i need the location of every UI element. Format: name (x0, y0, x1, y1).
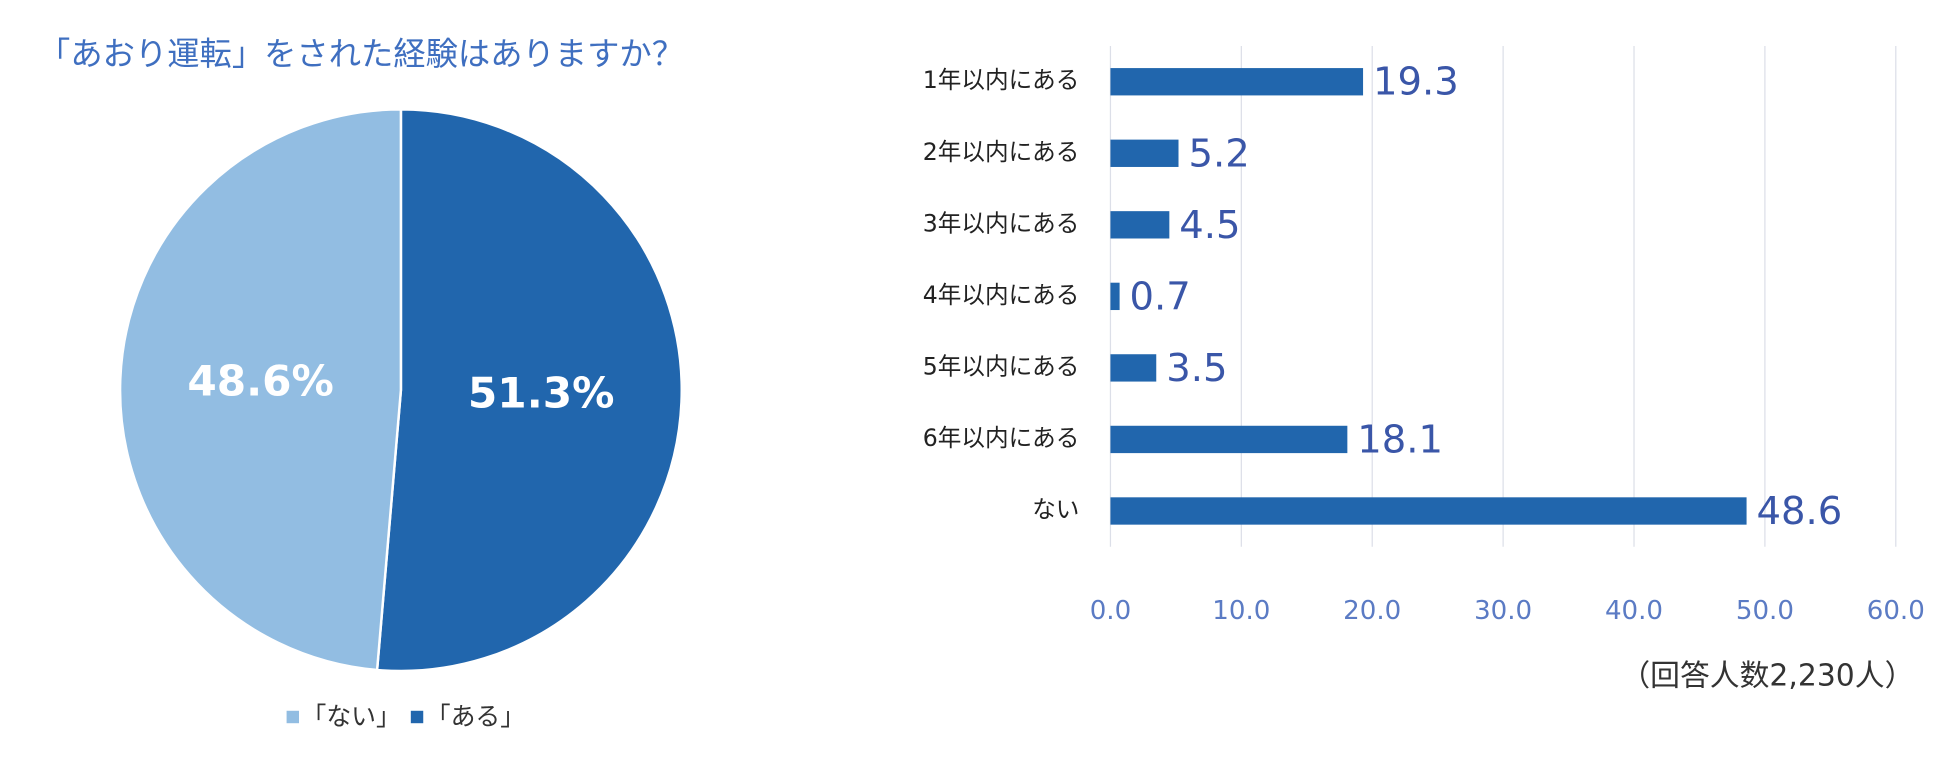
x-tick-label: 40.0 (1605, 596, 1663, 626)
bar (1110, 354, 1157, 382)
slice-label: 48.6% (187, 357, 334, 406)
pie-slice (375, 108, 683, 673)
x-tick-label: 30.0 (1474, 596, 1532, 626)
bar (1110, 139, 1179, 167)
value-label: 18.1 (1357, 417, 1443, 462)
value-label: 48.6 (1757, 489, 1843, 534)
value-label: 4.5 (1179, 203, 1240, 248)
pie-slice (118, 108, 403, 672)
legend-swatch (410, 710, 424, 724)
annotation: （回答人数2,230人） (1620, 659, 1914, 694)
value-label: 5.2 (1188, 131, 1249, 176)
y-tick-label: 6年以内にある (923, 424, 1080, 452)
bar (1110, 68, 1364, 96)
bar (1110, 425, 1348, 454)
y-tick-label: 5年以内にある (923, 352, 1080, 380)
value-label: 19.3 (1373, 60, 1459, 105)
bar (1110, 282, 1120, 311)
y-tick-label: 3年以内にある (923, 209, 1080, 237)
y-tick-label: 1年以内にある (923, 66, 1080, 94)
slice-label: 51.3% (468, 369, 615, 418)
y-tick-label: 4年以内にある (923, 281, 1080, 309)
x-tick-label: 50.0 (1736, 596, 1794, 626)
chart-title: 「あおり運転」をされた経験はありますか？ (38, 35, 684, 73)
x-tick-label: 0.0 (1090, 596, 1131, 626)
x-tick-label: 10.0 (1212, 596, 1270, 626)
bar (1110, 497, 1747, 525)
legend-swatch (286, 710, 300, 724)
x-tick-label: 60.0 (1867, 596, 1925, 626)
value-label: 3.5 (1166, 346, 1227, 391)
legend-label: 「ある」 (426, 702, 525, 731)
y-tick-label: 2年以内にある (923, 138, 1080, 166)
value-label: 0.7 (1130, 274, 1191, 319)
legend-label: 「ない」 (301, 702, 400, 731)
bar (1110, 211, 1170, 239)
y-tick-label: ない (1032, 495, 1079, 523)
x-tick-label: 20.0 (1343, 596, 1401, 626)
